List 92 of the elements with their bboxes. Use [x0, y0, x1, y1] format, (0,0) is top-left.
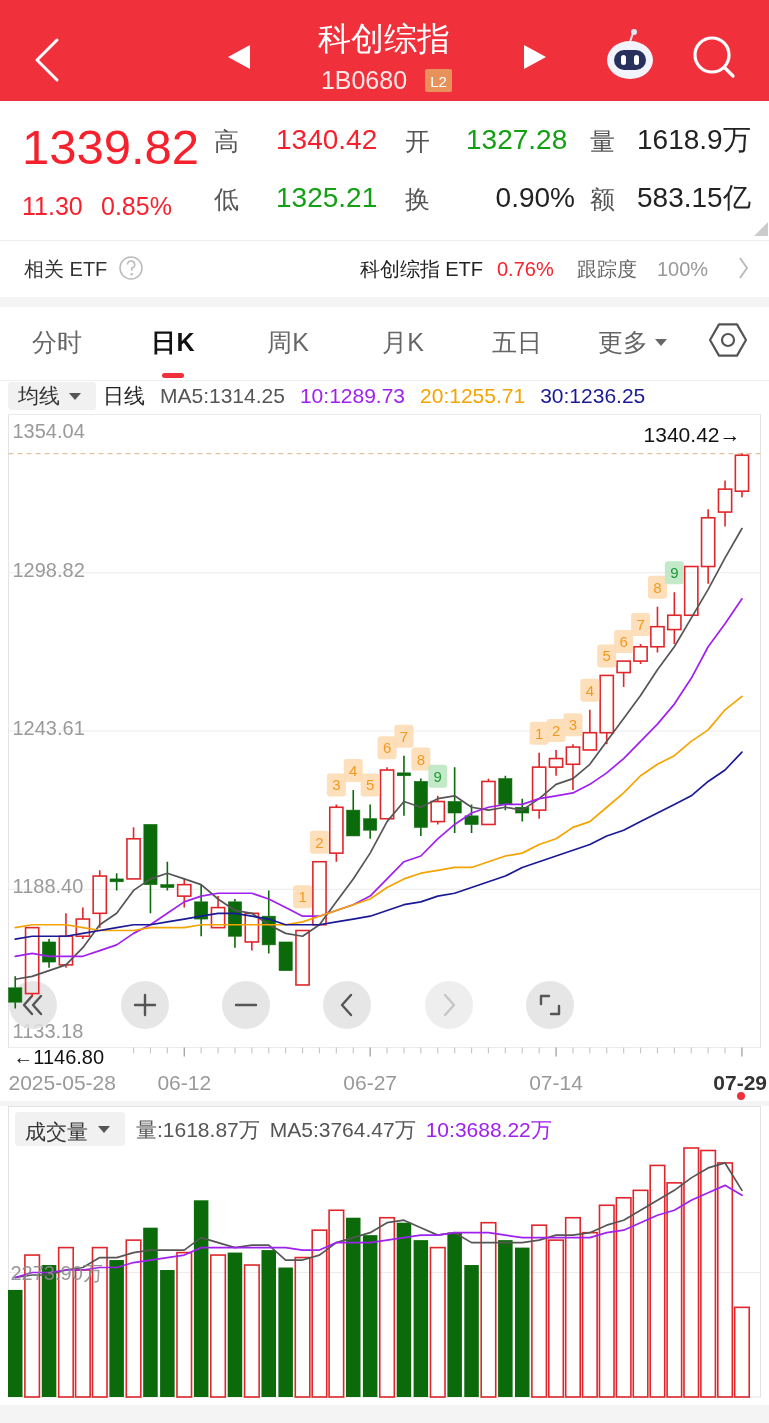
text: 量:1618.87万	[136, 1118, 260, 1141]
text: 跟踪度	[577, 258, 637, 280]
text: 相关 ETF	[24, 258, 108, 280]
text: L2	[430, 73, 447, 90]
annotation: 8	[416, 750, 426, 768]
text: 更多	[598, 328, 648, 356]
annotation: 9	[670, 564, 679, 582]
annotation: 3	[568, 716, 578, 734]
annotation: 4	[585, 681, 595, 699]
x-tick-label: 06-12	[157, 1070, 212, 1094]
y-tick-label: 1354.04	[12, 419, 85, 442]
annotation: 5	[365, 776, 375, 794]
y-tick-label: 1298.82	[12, 558, 85, 581]
text: 10:3688.22万	[425, 1118, 552, 1141]
bar	[176, 1251, 193, 1398]
text: 科创综指 ETF	[359, 258, 483, 280]
bar	[243, 1264, 260, 1398]
y-tick-label: 1243.61	[12, 717, 85, 739]
text: 0.90%	[495, 182, 575, 213]
bar	[143, 1227, 158, 1397]
bar	[209, 1254, 227, 1398]
annotation: ←1146.80	[13, 1046, 105, 1068]
annotation: 3	[332, 776, 341, 794]
text: 周K	[267, 328, 310, 356]
bar	[227, 1252, 243, 1397]
chart-title: 均线	[17, 384, 60, 407]
annotation: 8	[653, 578, 662, 596]
text: 0.76%	[497, 258, 554, 280]
y-tick-label: 1133.18	[12, 1019, 84, 1042]
bar	[109, 1260, 124, 1397]
annotation: 5	[602, 647, 611, 665]
y-tick-label: 1188.40	[12, 875, 84, 898]
x-tick-label: 07-29	[713, 1070, 767, 1094]
text: 五日	[492, 328, 542, 356]
annotation: 1	[534, 724, 544, 742]
text: 月K	[382, 328, 425, 356]
text: 11.30	[22, 192, 83, 220]
text: 1327.28	[466, 124, 568, 155]
annotation: 7	[636, 615, 645, 633]
text: 2025-05-28	[8, 1070, 116, 1094]
bar	[345, 1217, 361, 1397]
annotation: 1	[298, 888, 307, 906]
bar	[160, 1270, 175, 1397]
annotation: 6	[619, 633, 628, 651]
text: 换	[405, 185, 430, 213]
bar	[498, 1240, 513, 1397]
bar	[7, 1289, 23, 1397]
annotation: 2	[315, 833, 324, 851]
annotation: 4	[349, 762, 358, 780]
text: 0.85%	[101, 192, 172, 220]
annotation: 7	[399, 727, 409, 745]
text: 1B0680	[320, 66, 408, 94]
text: 20:1255.71	[420, 384, 526, 407]
text: 583.15亿	[637, 182, 751, 213]
text: 额	[590, 185, 615, 213]
text: 1325.21	[276, 182, 378, 213]
bar	[125, 1239, 142, 1398]
text: 分时	[32, 328, 82, 356]
bar	[396, 1222, 412, 1397]
bar	[413, 1240, 429, 1397]
chart-title: 成交量	[25, 1120, 88, 1143]
text: MA5:1314.25	[160, 384, 285, 407]
bar	[362, 1235, 378, 1397]
bar	[378, 1216, 396, 1398]
bar	[464, 1265, 479, 1397]
text: 30:1236.25	[540, 384, 646, 407]
bar	[480, 1221, 497, 1398]
chart-subtitle: 日线	[103, 384, 145, 407]
bar	[429, 1246, 446, 1398]
annotation: 9	[433, 767, 442, 785]
text: MA5:3764.47万	[269, 1118, 416, 1141]
text: 1339.82	[22, 120, 200, 174]
bar	[193, 1200, 209, 1397]
annotation: 6	[382, 739, 392, 757]
text: 量	[590, 127, 615, 155]
x-tick-label: 06-27	[343, 1070, 398, 1094]
ref-line-label: 1340.42→	[643, 422, 741, 446]
bar	[514, 1247, 530, 1397]
bar	[261, 1250, 277, 1397]
x-tick-label: 07-14	[529, 1070, 584, 1094]
text: 高	[214, 127, 239, 155]
text: 科创综指	[318, 20, 450, 57]
text: 100%	[657, 258, 709, 280]
text: 1618.9万	[637, 124, 751, 155]
text: 1340.42	[276, 124, 378, 155]
bar	[278, 1267, 293, 1397]
text: 10:1289.73	[299, 384, 406, 407]
text: 日K	[151, 328, 195, 356]
text: 开	[405, 127, 430, 155]
bar	[447, 1232, 462, 1397]
annotation: 2	[551, 721, 561, 739]
text: 低	[214, 185, 239, 213]
